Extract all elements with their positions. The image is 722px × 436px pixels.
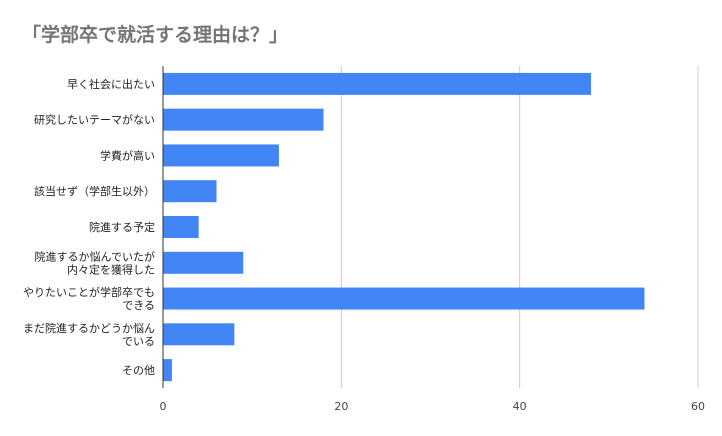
bar-5: [163, 251, 244, 274]
category-label-line: 研究したいテーマがない: [34, 113, 155, 127]
bar-8: [163, 359, 172, 382]
bar-3: [163, 180, 217, 203]
category-label-1: 研究したいテーマがない: [34, 113, 155, 127]
category-label-line: 院進するか悩んでいたが: [35, 249, 155, 263]
x-tick-label-3: 60: [691, 400, 705, 413]
category-label-3: 該当せず（学部生以外）: [34, 184, 155, 198]
category-label-line: その他: [122, 364, 155, 377]
category-label-0: 早く社会に出たい: [67, 77, 155, 91]
category-label-5: 院進するか悩んでいたが内々定を獲得した: [35, 249, 155, 276]
bar-7: [163, 323, 235, 346]
x-tick-label-2: 40: [513, 400, 527, 413]
bar-4: [163, 216, 199, 238]
category-label-line: でいる: [122, 335, 155, 348]
category-label-line: 内々定を獲得した: [67, 262, 155, 276]
category-label-4: 院進する予定: [89, 220, 155, 234]
category-label-7: まだ院進するかどうか悩んでいる: [23, 321, 155, 348]
category-label-line: 院進する予定: [89, 220, 155, 234]
category-label-2: 学費が高い: [100, 148, 155, 162]
category-label-line: 該当せず（学部生以外）: [34, 184, 155, 198]
bar-6: [163, 287, 645, 310]
bar-1: [163, 108, 324, 131]
category-label-6: やりたいことが学部卒でもできる: [23, 285, 155, 312]
x-tick-label-0: 0: [160, 400, 167, 413]
category-label-line: 早く社会に出たい: [67, 77, 155, 91]
x-tick-label-1: 20: [334, 400, 348, 413]
category-label-8: その他: [122, 364, 155, 377]
chart-title: 「学部卒で就活する理由は？」: [22, 24, 289, 46]
category-label-line: できる: [122, 299, 155, 312]
bar-0: [163, 72, 591, 95]
category-label-line: 学費が高い: [100, 148, 155, 162]
category-label-line: やりたいことが学部卒でも: [23, 285, 155, 299]
bar-2: [163, 144, 279, 167]
category-label-line: まだ院進するかどうか悩ん: [23, 321, 155, 335]
